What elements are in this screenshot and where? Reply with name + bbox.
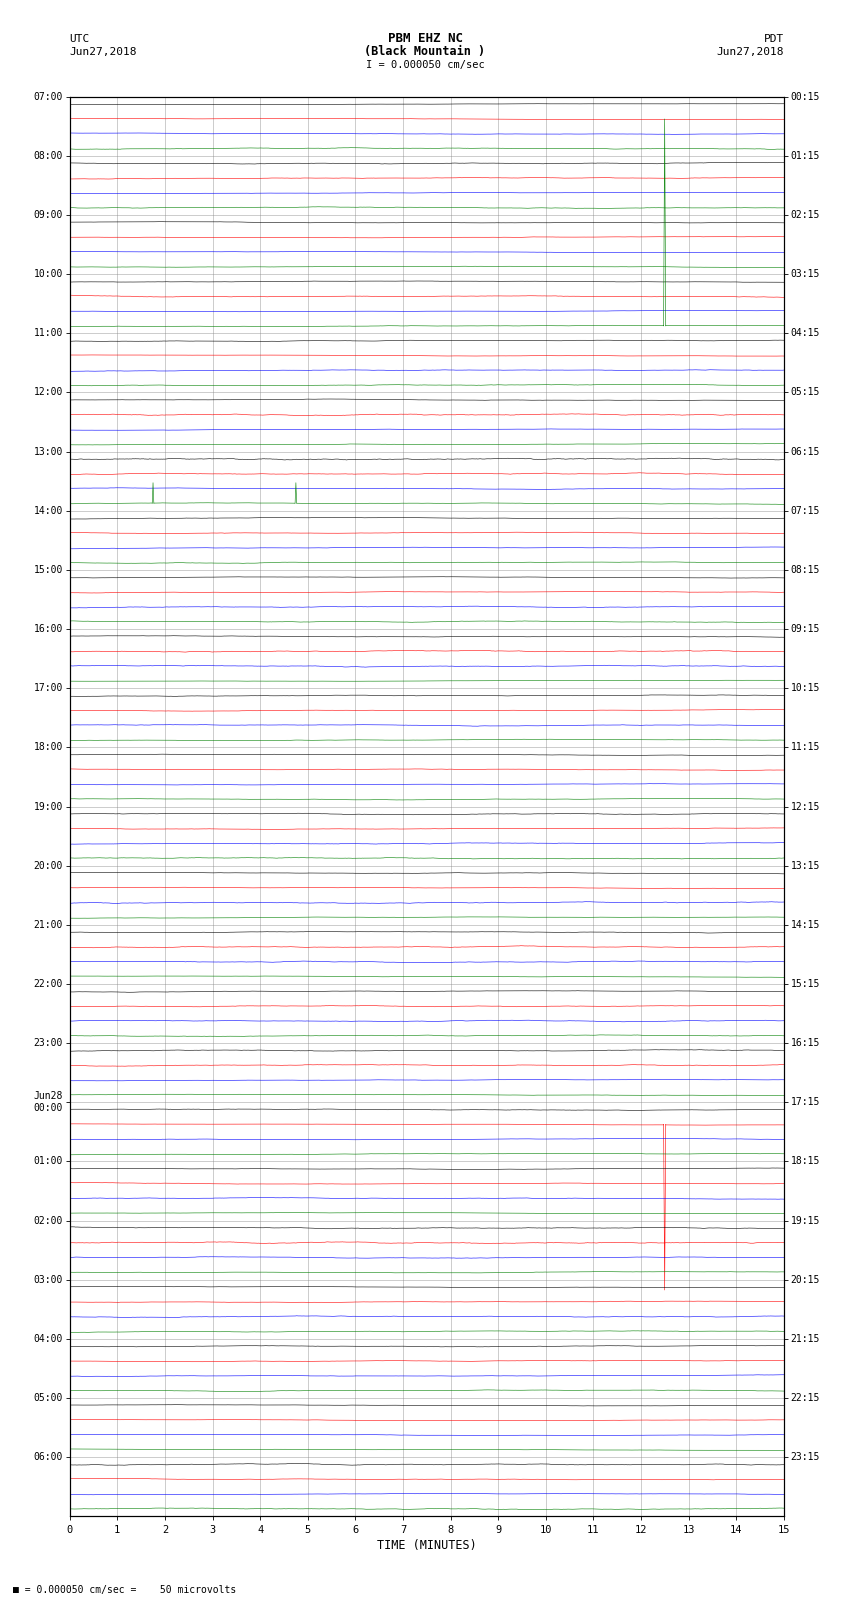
X-axis label: TIME (MINUTES): TIME (MINUTES) [377, 1539, 477, 1552]
Text: (Black Mountain ): (Black Mountain ) [365, 45, 485, 58]
Text: ■ = 0.000050 cm/sec =    50 microvolts: ■ = 0.000050 cm/sec = 50 microvolts [13, 1586, 236, 1595]
Text: PBM EHZ NC: PBM EHZ NC [388, 32, 462, 45]
Text: PDT: PDT [763, 34, 784, 44]
Text: I = 0.000050 cm/sec: I = 0.000050 cm/sec [366, 60, 484, 69]
Text: Jun27,2018: Jun27,2018 [717, 47, 784, 56]
Text: Jun27,2018: Jun27,2018 [70, 47, 137, 56]
Text: UTC: UTC [70, 34, 90, 44]
